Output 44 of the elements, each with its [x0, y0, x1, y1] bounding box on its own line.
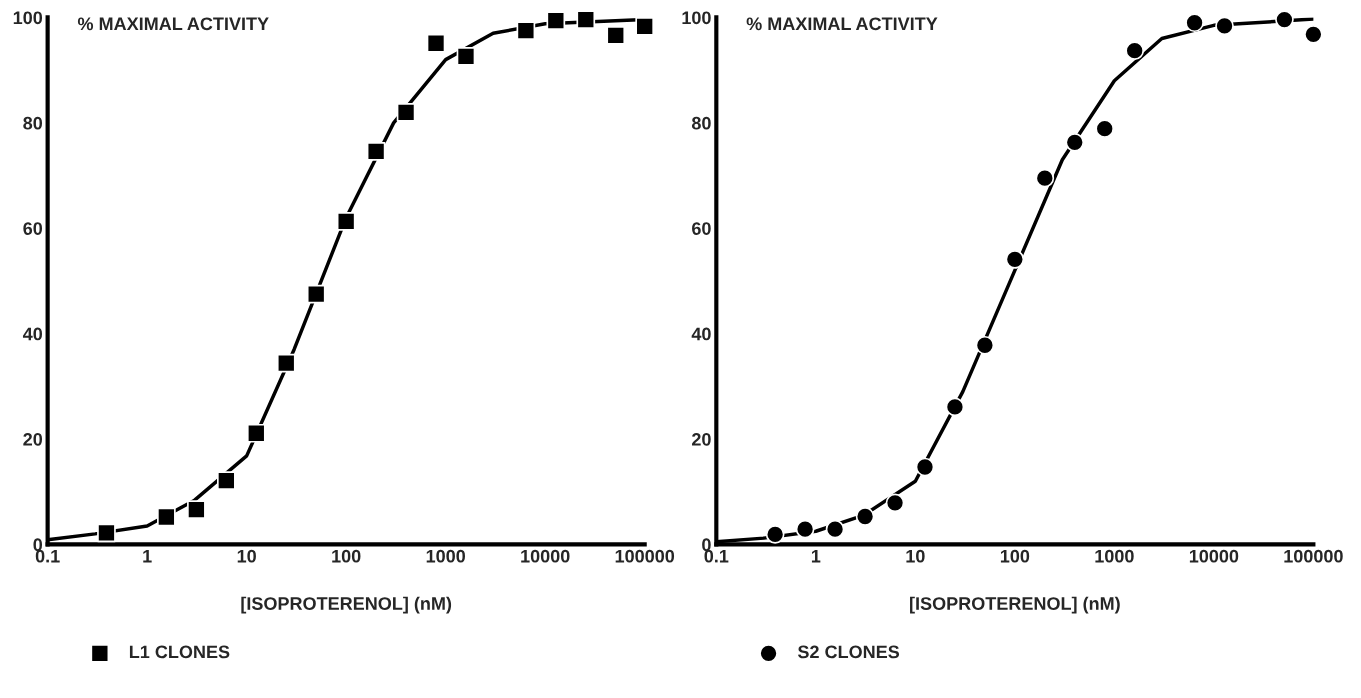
legend-label: S2 CLONES: [797, 645, 900, 659]
y-tick-label: 80: [691, 116, 711, 130]
point: [795, 519, 815, 539]
x-tick-label: 1: [811, 549, 821, 563]
x-tick-label: 10000: [1189, 549, 1239, 563]
point: [1065, 133, 1085, 152]
y-tick-label: 40: [22, 327, 43, 341]
y-tick-label: 20: [692, 432, 711, 446]
point: [855, 507, 875, 526]
x-tick-label: 1000: [1095, 549, 1134, 563]
y-tick-label: 80: [23, 116, 43, 130]
x-tick-label: 10: [237, 549, 256, 563]
point: [1095, 119, 1115, 138]
x-tick-label: 100000: [1284, 549, 1343, 563]
x-axis-title: [ISOPROTERENOL] (nM): [241, 596, 452, 614]
y-tick-label: 100: [682, 11, 711, 25]
point: [945, 397, 965, 417]
y-tick-label: 60: [692, 222, 711, 235]
x-axis-title: [ISOPROTERENOL] (nM): [910, 596, 1120, 614]
y-tick-label: 100: [13, 11, 43, 25]
x-tick-label: 1000: [426, 549, 466, 563]
x-tick-label: 0.1: [704, 549, 729, 563]
point: [915, 457, 935, 477]
y-tick-label: 40: [691, 327, 711, 341]
y-tick-label: 0: [702, 538, 711, 552]
point: [1035, 168, 1055, 188]
y-axis-title: % MAXIMAL ACTIVITY: [77, 17, 269, 31]
x-tick-label: 10: [906, 549, 925, 563]
y-tick-label: 60: [23, 222, 43, 235]
point: [975, 335, 995, 355]
legend-label: L1 CLONES: [129, 645, 230, 659]
y-axis-title: % MAXIMAL ACTIVITY: [746, 17, 938, 31]
x-tick-label: 100000: [615, 549, 675, 563]
point: [825, 519, 845, 539]
point: [885, 493, 905, 513]
x-tick-label: 1: [143, 549, 152, 563]
x-tick-label: 10000: [521, 549, 570, 563]
point: [1125, 41, 1145, 60]
x-tick-label: 100: [332, 549, 361, 563]
point: [765, 525, 785, 544]
x-tick-label: 0.1: [35, 549, 60, 563]
point: [1005, 249, 1025, 269]
x-tick-label: 100: [1000, 549, 1030, 563]
y-tick-label: 20: [23, 432, 43, 446]
